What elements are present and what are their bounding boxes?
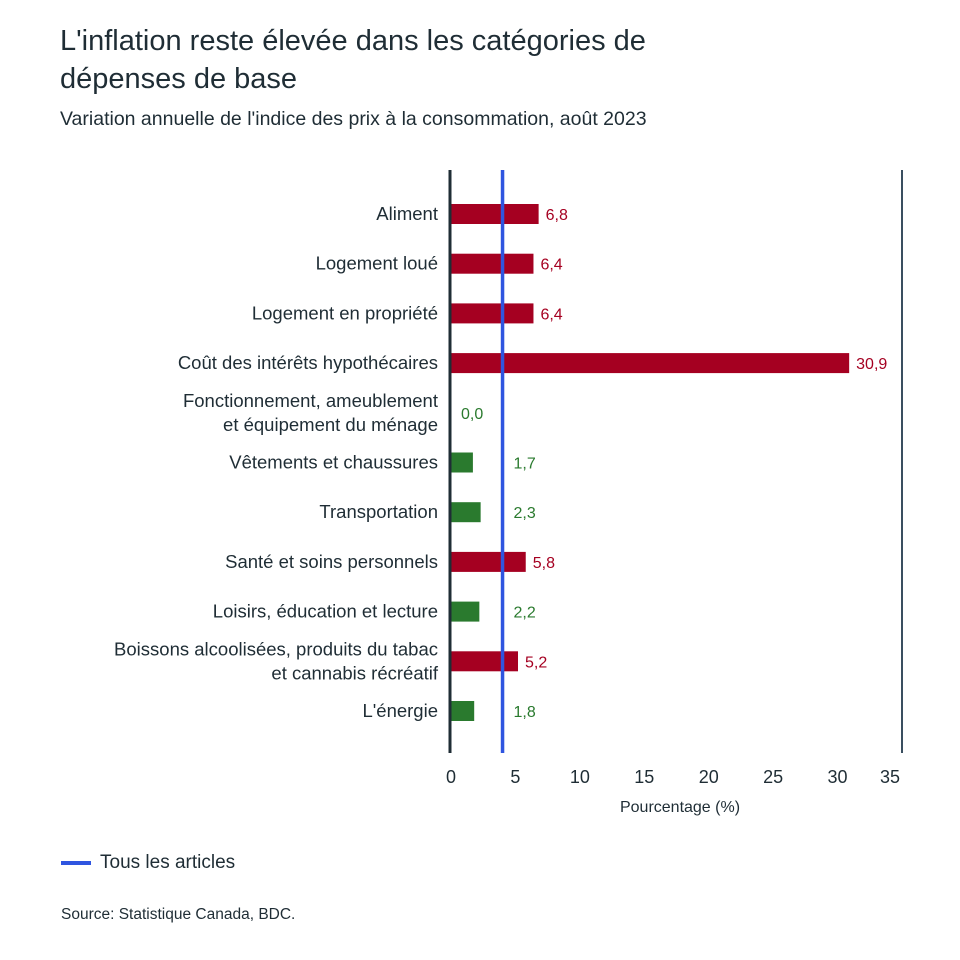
chart-title: L'inflation reste élevée dans les catégo… [60,25,646,95]
category-label-line: Coût des intérêts hypothécaires [178,352,438,373]
value-label: 6,8 [546,207,568,224]
category-label-line: L'énergie [362,700,438,721]
category-label-line: Vêtements et chaussures [229,452,438,473]
value-label: 5,8 [533,555,555,572]
category-label-line: Santé et soins personnels [225,551,438,572]
category-label-line: Fonctionnement, ameublement [183,390,438,411]
category-label-line: Transportation [319,501,438,522]
x-tick-label: 15 [634,767,654,787]
category-label: Coût des intérêts hypothécaires [178,352,438,373]
x-tick-label: 0 [446,767,456,787]
category-label-line: Boissons alcoolisées, produits du tabac [114,638,438,659]
bar [451,303,534,324]
x-tick-labels: 0 5 10 15 20 25 30 35 [446,767,900,787]
bar [451,253,534,274]
value-labels: 6,8 6,4 6,4 30,9 0,0 1,7 2,3 5,8 2,2 5,2 1,8 [461,207,887,721]
value-label: 0,0 [461,406,483,423]
category-label: Aliment [376,203,438,224]
category-label: L'énergie [362,700,438,721]
category-label: Vêtements et chaussures [229,452,438,473]
bar [451,502,481,523]
chart-subtitle: Variation annuelle de l'indice des prix … [60,108,647,130]
category-label: Transportation [319,501,438,522]
x-tick-label: 5 [510,767,520,787]
category-labels: Aliment Logement loué Logement en propriét… [114,203,439,721]
value-label: 30,9 [856,356,887,373]
bar [451,651,519,672]
bars [451,204,850,721]
category-label: Logement loué [316,253,438,274]
category-label-line: et équipement du ménage [223,414,438,435]
value-label: 5,2 [525,654,547,671]
x-tick-label: 30 [828,767,848,787]
value-label: 2,2 [514,605,536,622]
legend: Tous les articles [61,852,235,874]
x-tick-label: 35 [880,767,900,787]
value-label: 6,4 [540,306,562,323]
category-label: Santé et soins personnels [225,551,438,572]
value-label: 2,3 [514,505,536,522]
source-note: Source: Statistique Canada, BDC. [61,906,296,923]
category-label-line: Aliment [376,203,438,224]
value-label: 6,4 [540,257,562,274]
legend-label: Tous les articles [100,852,236,873]
x-tick-label: 20 [699,767,719,787]
bar [451,204,539,224]
category-label: Fonctionnement, ameublement et équipement… [183,390,438,435]
bar [451,452,473,473]
bar [451,551,526,572]
category-label: Loisirs, éducation et lecture [213,601,438,622]
category-label: Boissons alcoolisées, produits du tabac e… [114,638,439,683]
x-axis-title: Pourcentage (%) [620,799,740,816]
legend-line-swatch [61,861,91,865]
category-label-line: et cannabis récréatif [271,662,438,683]
category-label-line: Loisirs, éducation et lecture [213,601,438,622]
bar [451,601,480,622]
x-tick-label: 10 [570,767,590,787]
category-label-line: Logement en propriété [252,302,438,323]
bar [451,701,475,721]
category-label-line: Logement loué [316,253,438,274]
x-tick-label: 25 [763,767,783,787]
bar [451,353,850,374]
value-label: 1,7 [514,456,536,473]
value-label: 1,8 [514,704,536,721]
category-label: Logement en propriété [252,302,438,323]
